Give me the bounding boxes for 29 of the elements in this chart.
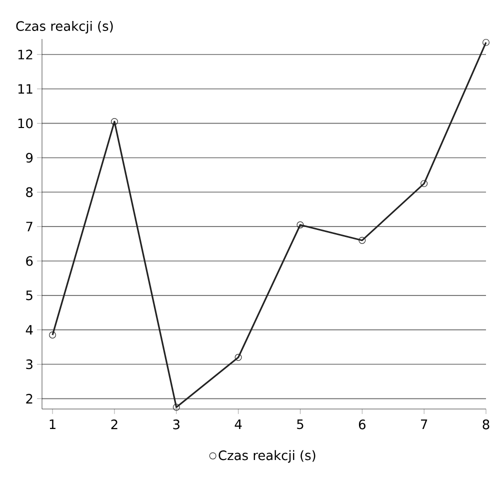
- y-tick-label: 5: [26, 290, 32, 300]
- y-tick-label: 2: [26, 394, 32, 404]
- point: [482, 38, 490, 46]
- x-tick-label: 5: [297, 420, 304, 430]
- y-tick-label: 6: [26, 256, 33, 266]
- x-tick-label: 4: [234, 420, 242, 429]
- y-tick-label: 4: [26, 325, 33, 335]
- x-tick-label: 3: [173, 420, 180, 430]
- y-tick-label: 11: [18, 84, 32, 94]
- y-tick-label: 7: [26, 222, 32, 232]
- point: [420, 180, 428, 188]
- x-tick-label: 8: [482, 420, 490, 430]
- point: [234, 354, 242, 361]
- point: [358, 236, 366, 244]
- x-tick-label: 1: [50, 420, 56, 429]
- x-tick-label: 7: [421, 420, 428, 429]
- y-axis-title: Czas reakcji (s): [16, 20, 113, 34]
- y-tick-label: 10: [18, 118, 33, 128]
- point: [49, 332, 56, 338]
- legend-label: Czas reakcji (s): [218, 450, 316, 463]
- point: [110, 118, 118, 126]
- y-tick-label: 3: [26, 359, 32, 370]
- x-tick-label: 6: [358, 420, 366, 430]
- y-tick-label: 9: [26, 152, 33, 163]
- x-tick-label: 2: [111, 420, 118, 430]
- y-tick-label: 12: [18, 50, 32, 60]
- point: [296, 221, 304, 228]
- point: [172, 404, 180, 411]
- y-tick-label: 8: [26, 187, 33, 198]
